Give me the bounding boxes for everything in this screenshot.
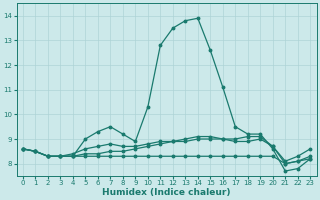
- X-axis label: Humidex (Indice chaleur): Humidex (Indice chaleur): [102, 188, 231, 197]
